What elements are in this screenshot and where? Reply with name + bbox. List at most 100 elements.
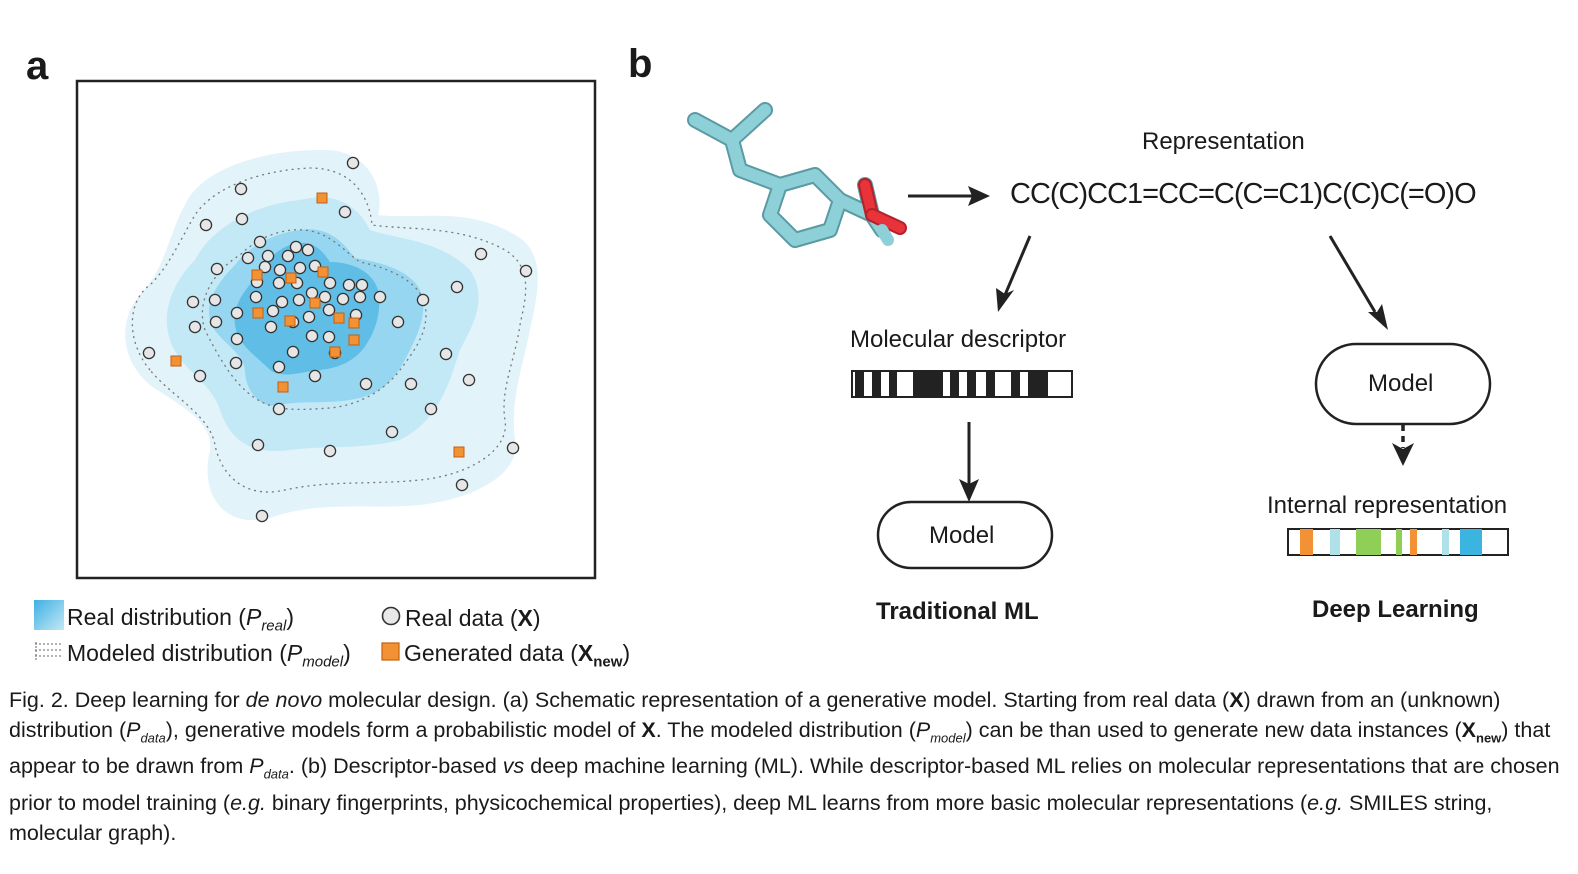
real-data-point (186, 295, 200, 309)
legend-real-data: Real data (X) (405, 605, 541, 631)
real-data-point (342, 278, 356, 292)
representation-label: Representation (1142, 128, 1305, 155)
real-data-point (450, 280, 464, 294)
real-data-point (416, 293, 430, 307)
real-data-point (308, 369, 322, 383)
real-data-point (209, 315, 223, 329)
real-data-point (346, 156, 360, 170)
real-data-point (281, 249, 295, 263)
model-box-right (1314, 342, 1492, 426)
model-right-label: Model (1368, 370, 1434, 397)
real-data-point (359, 377, 373, 391)
real-distribution-core (234, 242, 380, 375)
panel-b-diagram (687, 102, 1509, 570)
real-data-point (322, 330, 336, 344)
modeled-distribution-swatch (35, 642, 63, 660)
real-data-point (229, 356, 243, 370)
real-data-point (275, 295, 289, 309)
legend-modeled-distribution: Modeled distribution (Pmodel) (67, 640, 351, 671)
real-data-point (230, 306, 244, 320)
real-data-point (255, 509, 269, 523)
legend-generated-data: Generated data (Xnew) (404, 640, 631, 671)
real-data-marker (381, 606, 401, 626)
real-data-point (272, 276, 286, 290)
generated-data-point (285, 272, 297, 284)
real-data-point (323, 276, 337, 290)
generated-data-point (333, 312, 345, 324)
real-data-point (373, 290, 387, 304)
real-data-point (338, 205, 352, 219)
real-data-point (391, 315, 405, 329)
real-data-point (455, 478, 469, 492)
generated-data-point (284, 315, 296, 327)
model-box-left (876, 500, 1054, 570)
real-data-point (353, 290, 367, 304)
real-data-point (404, 377, 418, 391)
generated-data-point (251, 269, 263, 281)
internal-representation-bar (1287, 528, 1509, 556)
real-data-point (305, 329, 319, 343)
real-data-point (235, 212, 249, 226)
dashed-arrow-head (1392, 443, 1414, 466)
model-left-label: Model (929, 522, 995, 549)
real-data-point (292, 293, 306, 307)
real-data-point (210, 262, 224, 276)
real-data-point (289, 240, 303, 254)
real-data-point (234, 182, 248, 196)
panel-b-label: b (628, 42, 653, 86)
real-data-point (230, 332, 244, 346)
real-data-point (241, 251, 255, 265)
real-data-point (286, 345, 300, 359)
real-data-point (474, 247, 488, 261)
generated-data-point (170, 355, 182, 367)
molecule-stick-model (687, 102, 907, 248)
internal-representation-label: Internal representation (1267, 492, 1508, 519)
generated-data-point (252, 307, 264, 319)
real-data-point (305, 286, 319, 300)
panel-a-label: a (26, 44, 49, 88)
deep-learning-title: Deep Learning (1312, 596, 1479, 623)
real-data-point (301, 243, 315, 257)
real-data-point (249, 290, 263, 304)
generated-data-point (316, 192, 328, 204)
real-data-point (261, 249, 275, 263)
real-data-point (462, 373, 476, 387)
real-data-point (208, 293, 222, 307)
modeled-distribution-outer (131, 167, 527, 493)
real-data-point (439, 347, 453, 361)
generated-data-point (348, 317, 360, 329)
real-data-point (385, 425, 399, 439)
real-data-point (264, 320, 278, 334)
molecular-descriptor-label: Molecular descriptor (850, 326, 1067, 353)
real-data-point (266, 304, 280, 318)
generated-data-point (453, 446, 465, 458)
real-data-point (336, 292, 350, 306)
real-distribution-swatch (34, 600, 64, 630)
fingerprint-bar (851, 370, 1073, 398)
generated-data-points (170, 192, 465, 458)
generated-data-point (309, 297, 321, 309)
real-data-point (318, 290, 332, 304)
real-data-point (273, 263, 287, 277)
real-data-point (506, 441, 520, 455)
generated-data-point (348, 334, 360, 346)
generated-data-point (277, 381, 289, 393)
figure-caption: Fig. 2. Deep learning for de novo molecu… (9, 688, 1560, 845)
real-data-point (355, 278, 369, 292)
generated-data-point (317, 266, 329, 278)
legend-real-distribution: Real distribution (Preal) (67, 604, 294, 635)
generated-data-point (329, 346, 341, 358)
real-data-point (424, 402, 438, 416)
real-data-point (251, 438, 265, 452)
smiles-string: CC(C)CC1=CC=C(C=C1)C(C)C(=O)O (1010, 178, 1477, 210)
real-data-point (142, 346, 156, 360)
real-data-point (293, 261, 307, 275)
real-data-point (519, 264, 533, 278)
traditional-ml-title: Traditional ML (876, 598, 1039, 625)
real-data-point (272, 402, 286, 416)
real-data-point (272, 360, 286, 374)
real-data-point (188, 320, 202, 334)
generated-data-marker (381, 642, 400, 661)
real-data-point (199, 218, 213, 232)
